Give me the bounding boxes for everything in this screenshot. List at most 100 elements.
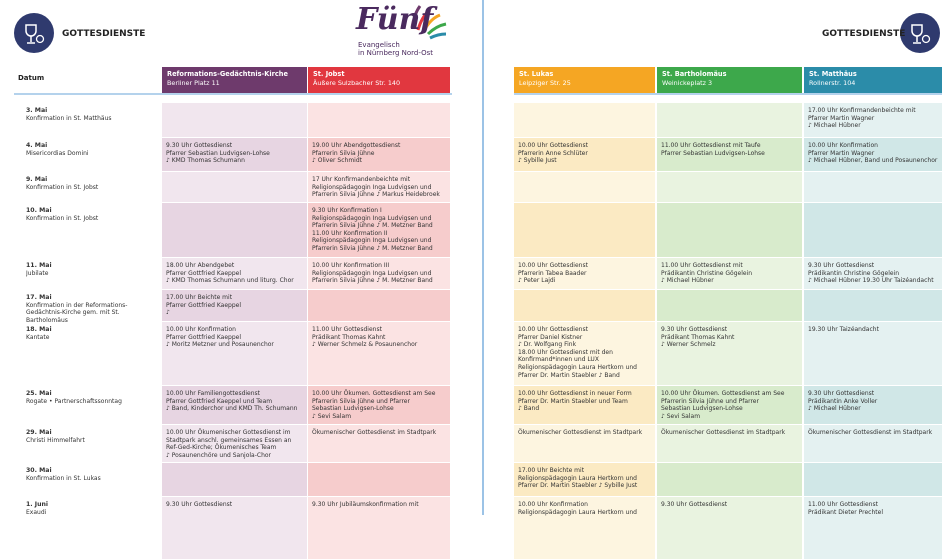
date-cell: 9. Mai Konfirmation in St. Jobst (26, 176, 161, 191)
service-cell (308, 290, 450, 322)
service-line: Religionspädagogin Laura Hertkorn und (518, 363, 637, 371)
date: 1. Juni (26, 501, 49, 508)
service-line: 9.30 Uhr Gottesdienst (808, 262, 875, 269)
service-cell: Ökumenischer Gottesdienst im Stadtpark (657, 425, 802, 463)
service-line: 9.30 Uhr Gottesdienst (166, 501, 233, 508)
service-line: 17.00 Uhr Beichte mit (518, 467, 585, 474)
service-cell (162, 463, 307, 497)
service-line: 9.30 Uhr Konfirmation I (312, 207, 382, 214)
service-line: Religionspädagogin Inga Ludvigsen und (312, 214, 432, 222)
service-line: Pfarrerin Anne Schlüter (518, 149, 588, 157)
service-cell: 19.30 Uhr Taizéandacht (804, 322, 942, 386)
service-cell (162, 103, 307, 138)
service-line: Pfarrer Gottfried Kaeppel (166, 269, 242, 277)
service-line: 10.00 Uhr Ökumenischer Gottesdienst im (166, 429, 291, 436)
service-line: Pfarrerin Tabea Baader (518, 269, 587, 277)
service-line: Ökumenischer Gottesdienst im Stadtpark (312, 429, 437, 436)
service-cell: 10.00 Uhr Gottesdienst Pfarrerin Anne Sch… (514, 138, 655, 172)
service-line: 9.30 Uhr Gottesdienst (661, 501, 728, 508)
service-cell (657, 172, 802, 203)
service-line: 10.00 Uhr Konfirmation (808, 142, 878, 149)
service-cell: 9.30 Uhr Jubiläumskonfirmation mit (308, 497, 450, 560)
service-line: 18.00 Uhr Gottesdienst mit den (518, 348, 613, 356)
service-line: 9.30 Uhr Jubiläumskonfirmation mit (312, 501, 419, 508)
service-line: Prädikantin Anke Voller (808, 397, 878, 405)
service-line: ♪ Michael Hübner (808, 122, 861, 130)
service-line: ♪ Band, Kinderchor und KMD Th. Schumann (166, 405, 298, 413)
service-cell (657, 203, 802, 258)
service-line: Pfarrer Dr. Martin Staebler ♪ Sybille Ju… (518, 482, 638, 490)
service-cell (804, 290, 942, 322)
date: 9. Mai (26, 176, 48, 183)
service-cell: 9.30 Uhr Gottesdienst Prädikantin Christi… (804, 258, 942, 290)
logo-line: in Nürnberg Nord-Ost (358, 49, 433, 57)
service-line: 10.00 Uhr Konfirmation (518, 501, 588, 508)
service-cell: 10.00 Uhr Konfirmation Pfarrer Martin Wag… (804, 138, 942, 172)
service-line: 11.00 Uhr Gottesdienst mit Taufe (661, 142, 761, 149)
service-cell: 10.00 Uhr Gottesdienst Pfarrer Daniel Kis… (514, 322, 655, 386)
service-line: Ökumenischer Gottesdienst im Stadtpark (661, 429, 786, 436)
date-cell: 4. Mai Misericordias Domini (26, 142, 161, 157)
service-cell (514, 290, 655, 322)
service-line: Pfarrerin Silvia Jühne ♪ M. Metzner Band (312, 222, 433, 230)
service-cell: 9.30 Uhr Konfirmation I Religionspädagogi… (308, 203, 450, 258)
service-line: ♪ Michael Hübner (661, 277, 714, 285)
date-cell: 29. Mai Christi Himmelfahrt (26, 429, 161, 444)
service-cell (804, 172, 942, 203)
icon-right (900, 13, 940, 53)
service-line: Pfarrerin Silvia Jühne ♪ Markus Heidebro… (312, 191, 440, 199)
service-line: Sebastian Ludvigsen-Lohse (312, 405, 394, 413)
service-line: Pfarrerin Silvia Jühne und Pfarrer (661, 397, 759, 405)
service-line: Religionspädagogin Inga Ludvigsen und (312, 269, 432, 277)
church-address: Berliner Platz 11 (167, 79, 220, 87)
service-line: 17.00 Uhr Konfirmandenbeichte mit (808, 107, 916, 114)
service-cell: 11.00 Uhr Gottesdienst Prädikant Thomas K… (308, 322, 450, 386)
service-line: Pfarrer Sebastian Ludvigsen-Lohse (661, 149, 765, 157)
service-line: Religionspädagogin Inga Ludvigsen und (312, 183, 432, 191)
service-cell: Ökumenischer Gottesdienst im Stadtpark (514, 425, 655, 463)
service-cell: Ökumenischer Gottesdienst im Stadtpark (308, 425, 450, 463)
service-line: 9.30 Uhr Gottesdienst (166, 142, 233, 149)
service-line: 18.00 Uhr Abendgebet (166, 262, 235, 269)
church-name: St. Lukas (519, 70, 554, 78)
service-line: ♪ KMD Thomas Schumann und liturg. Chor (166, 277, 294, 285)
date-cell: 17. Mai Konfirmation in der Reformations-… (26, 294, 161, 324)
date: 10. Mai (26, 207, 52, 214)
service-line: ♪ Sybille Just (518, 157, 557, 165)
service-cell: 19.00 Uhr Abendgottesdienst Pfarrerin Sil… (308, 138, 450, 172)
service-line: 10.00 Uhr Gottesdienst (518, 326, 588, 333)
service-line: ♪ (166, 309, 170, 317)
service-line: Prädikantin Christine Gögelein (808, 269, 900, 277)
service-line: Prädikant Thomas Kahnt (312, 333, 386, 341)
service-line: Pfarrer Martin Wagner (808, 114, 875, 122)
service-line: 11.00 Uhr Gottesdienst (312, 326, 382, 333)
service-line: ♪ Werner Schmelz & Posaunenchor (312, 341, 418, 349)
service-cell: 9.30 Uhr Gottesdienst (657, 497, 802, 560)
service-line: ♪ Michael Hübner, Band und Posaunenchor (808, 157, 938, 165)
service-line: Prädikant Dieter Prechtel (808, 508, 883, 516)
occasion: Konfirmation in St. Jobst (26, 184, 99, 191)
service-line: 11.00 Uhr Gottesdienst (808, 501, 878, 508)
service-line: Religionspädagogin Laura Hertkorn und (518, 508, 637, 516)
church-address: Leipziger Str. 25 (519, 79, 571, 87)
service-line: Ref-Ged-Kirche; Ökumenisches Team (166, 444, 277, 452)
service-line: Sebastian Ludvigsen-Lohse (661, 405, 743, 413)
service-cell: 11.00 Uhr Gottesdienst mit Taufe Pfarrer … (657, 138, 802, 172)
column-header: St. Matthäus Rollnerstr. 104 (804, 67, 942, 93)
service-cell (657, 290, 802, 322)
service-cell: 10.00 Uhr Gottesdienst in neuer Form Pfar… (514, 386, 655, 425)
service-line: ♪ Dr. Wolfgang Fink (518, 341, 577, 349)
occasion: Exaudi (26, 509, 47, 516)
church-name: St. Jobst (313, 70, 345, 78)
date-cell: 10. Mai Konfirmation in St. Jobst (26, 207, 161, 222)
occasion: Jubilate (26, 270, 49, 277)
service-cell: 17.00 Uhr Konfirmandenbeichte mit Pfarrer… (804, 103, 942, 138)
column-header: St. Jobst Äußere Sulzbacher Str. 140 (308, 67, 450, 93)
service-cell: Ökumenischer Gottesdienst im Stadtpark (804, 425, 942, 463)
occasion: Rogate • Partnerschaftssonntag (26, 398, 122, 405)
service-line: Pfarrerin Silvia Jühne ♪ M. Metzner Band (312, 244, 433, 252)
service-cell: 11.00 Uhr Gottesdienst Prädikant Dieter P… (804, 497, 942, 560)
service-cell (514, 172, 655, 203)
service-line: Pfarrer Gottfried Kaeppel (166, 301, 242, 309)
date-cell: 3. Mai Konfirmation in St. Matthäus (26, 107, 161, 122)
